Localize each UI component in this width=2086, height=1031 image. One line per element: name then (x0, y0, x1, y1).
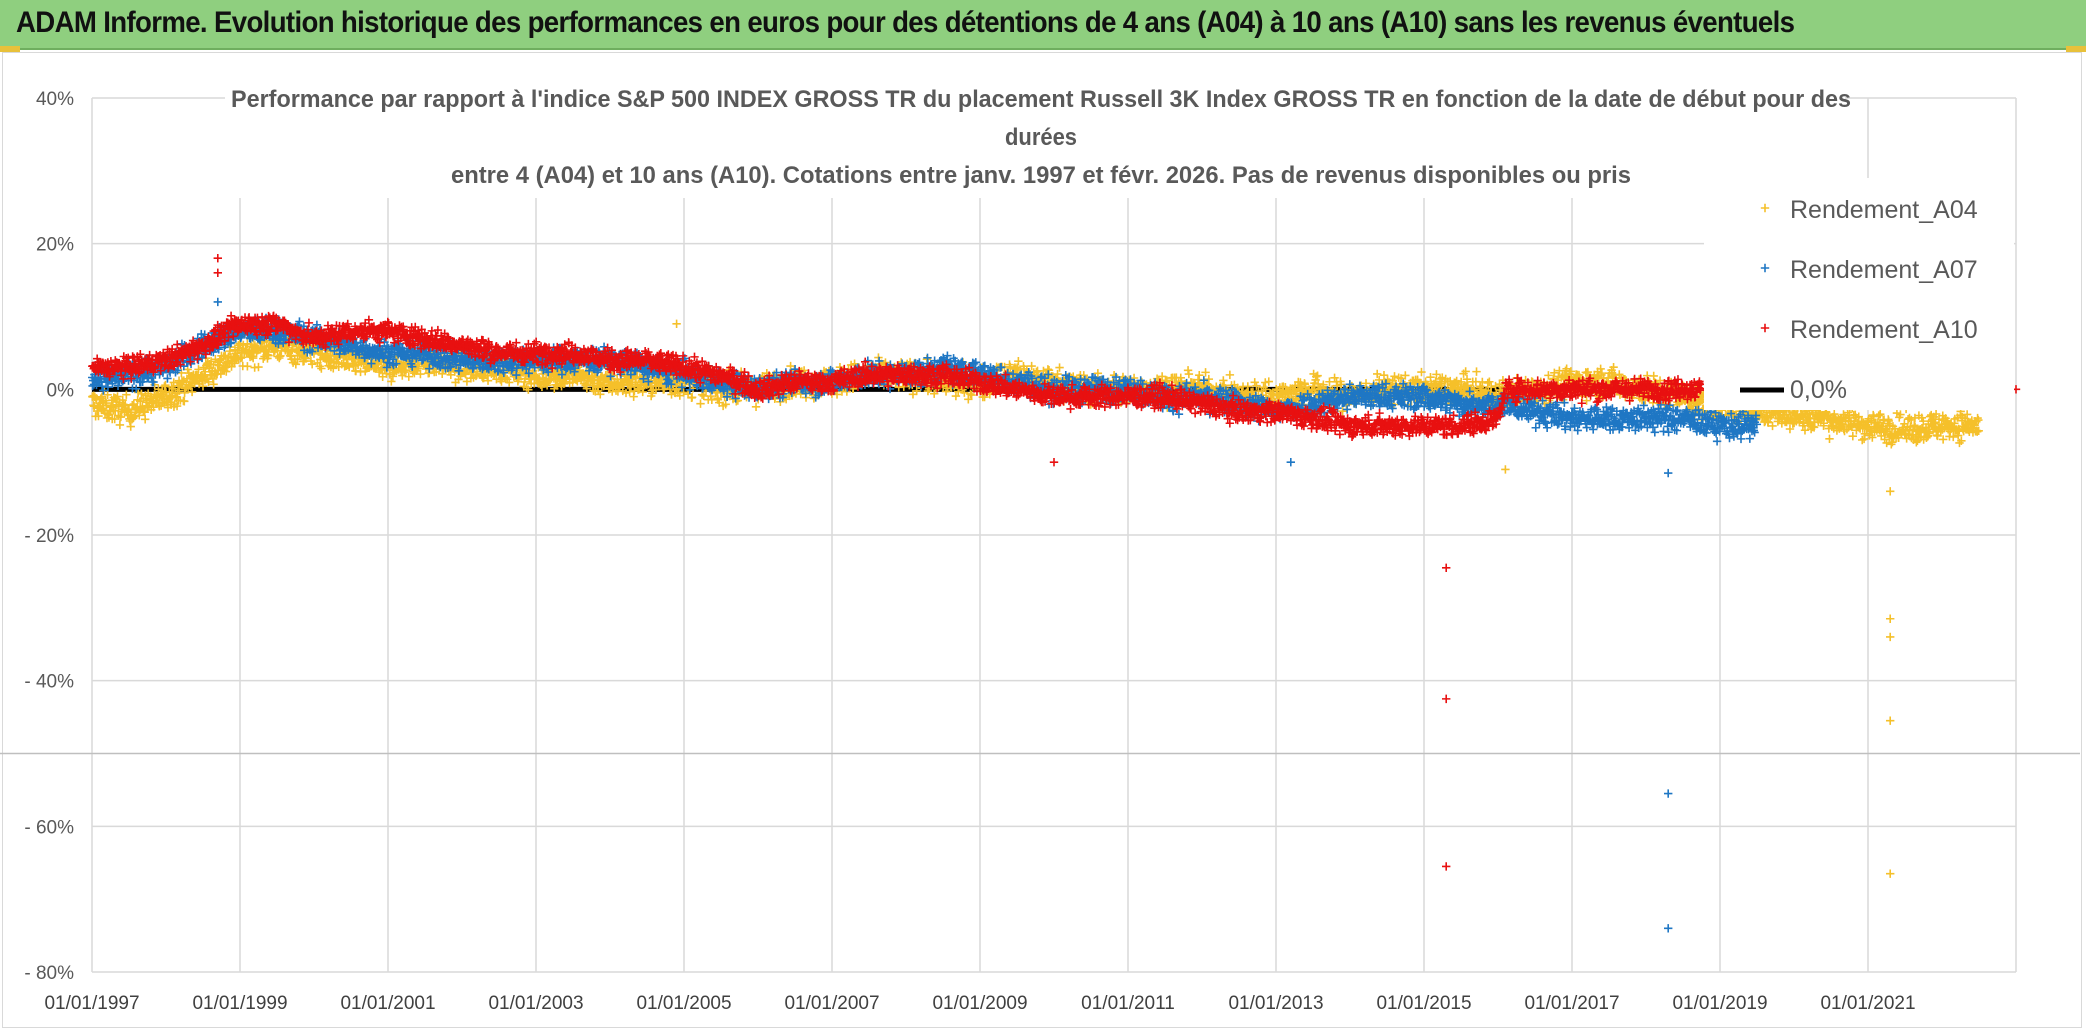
data-point (254, 362, 263, 372)
data-point (243, 362, 252, 371)
banner-corner-left (0, 46, 20, 52)
outlier-point (1886, 869, 1895, 878)
data-point (1649, 371, 1658, 381)
data-point (111, 406, 120, 416)
data-point (113, 392, 122, 401)
data-point (122, 390, 131, 399)
data-point (1109, 371, 1119, 380)
data-point (180, 388, 189, 398)
y-tick-label: - 20% (24, 526, 74, 547)
data-point (169, 378, 178, 387)
x-tick-label: 01/01/2001 (340, 993, 435, 1014)
data-point (161, 380, 170, 390)
data-point (416, 369, 425, 379)
data-point (187, 387, 197, 397)
data-point (401, 366, 411, 375)
data-point (94, 411, 103, 421)
data-point (167, 382, 176, 392)
x-tick-label: 01/01/2019 (1672, 993, 1767, 1014)
y-tick-label: 20% (36, 235, 74, 256)
x-tick-label: 01/01/2021 (1820, 993, 1915, 1014)
data-point (149, 402, 158, 412)
report-banner: ADAM Informe. Evolution historique des p… (0, 0, 2086, 52)
x-tick-label: 01/01/2015 (1376, 993, 1471, 1014)
data-point (198, 382, 208, 391)
outlier-point (1501, 465, 1510, 474)
x-tick-label: 01/01/1997 (44, 993, 139, 1014)
data-point (307, 360, 317, 369)
data-point (1825, 434, 1834, 444)
data-point (1225, 370, 1235, 380)
data-point (301, 354, 311, 363)
x-tick-label: 01/01/2011 (1081, 993, 1175, 1014)
data-point (194, 365, 203, 374)
x-tick-label: 01/01/2013 (1228, 993, 1323, 1014)
data-point (404, 372, 413, 381)
y-tick-label: - 40% (24, 672, 74, 693)
data-point (696, 399, 705, 408)
y-tick-label: 0% (47, 380, 75, 401)
outlier-point (1886, 487, 1895, 496)
x-tick-label: 01/01/2017 (1524, 993, 1619, 1014)
data-point (317, 364, 326, 373)
x-tick-label: 01/01/2007 (784, 993, 879, 1014)
y-tick-label: - 60% (24, 817, 74, 838)
data-point (276, 351, 285, 361)
data-point (1485, 377, 1494, 386)
data-point (126, 422, 135, 431)
banner-corner-right (2066, 46, 2086, 52)
data-point (343, 360, 353, 370)
data-point (103, 390, 112, 399)
outlier-point (1886, 632, 1895, 642)
x-tick-label: 01/01/2003 (488, 993, 583, 1014)
data-point (291, 360, 301, 369)
data-point (180, 397, 189, 406)
data-point (1184, 369, 1194, 379)
y-tick-label: - 80% (24, 963, 74, 984)
data-point (1955, 438, 1964, 448)
x-tick-label: 01/01/1999 (192, 993, 287, 1014)
data-point (329, 364, 338, 373)
data-point (204, 377, 213, 387)
data-point (160, 382, 169, 391)
data-point (1313, 371, 1322, 380)
data-point (438, 369, 447, 378)
data-point (209, 380, 218, 389)
x-tick-label: 01/01/2005 (636, 993, 731, 1014)
report-title: ADAM Informe. Evolution historique des p… (16, 6, 1795, 39)
data-point (387, 377, 396, 386)
data-point (1373, 369, 1382, 379)
data-point (123, 406, 133, 415)
y-tick-label: 40% (36, 89, 74, 110)
outlier-point (1886, 614, 1895, 623)
data-point (178, 377, 187, 387)
series-Rendement_A04 (88, 319, 1983, 878)
data-point (140, 408, 149, 417)
data-point (172, 401, 182, 411)
data-point (1055, 363, 1064, 372)
data-point (140, 415, 150, 424)
data-point (115, 420, 125, 430)
outlier-point (672, 319, 681, 328)
chart-frame (2, 52, 2082, 1028)
data-point (1472, 367, 1481, 376)
outlier-point (1886, 716, 1895, 725)
data-point (1874, 411, 1883, 420)
data-point (751, 402, 761, 411)
data-point (300, 353, 310, 362)
data-point (129, 413, 138, 422)
x-tick-label: 01/01/2009 (932, 993, 1027, 1014)
data-point (237, 353, 247, 362)
